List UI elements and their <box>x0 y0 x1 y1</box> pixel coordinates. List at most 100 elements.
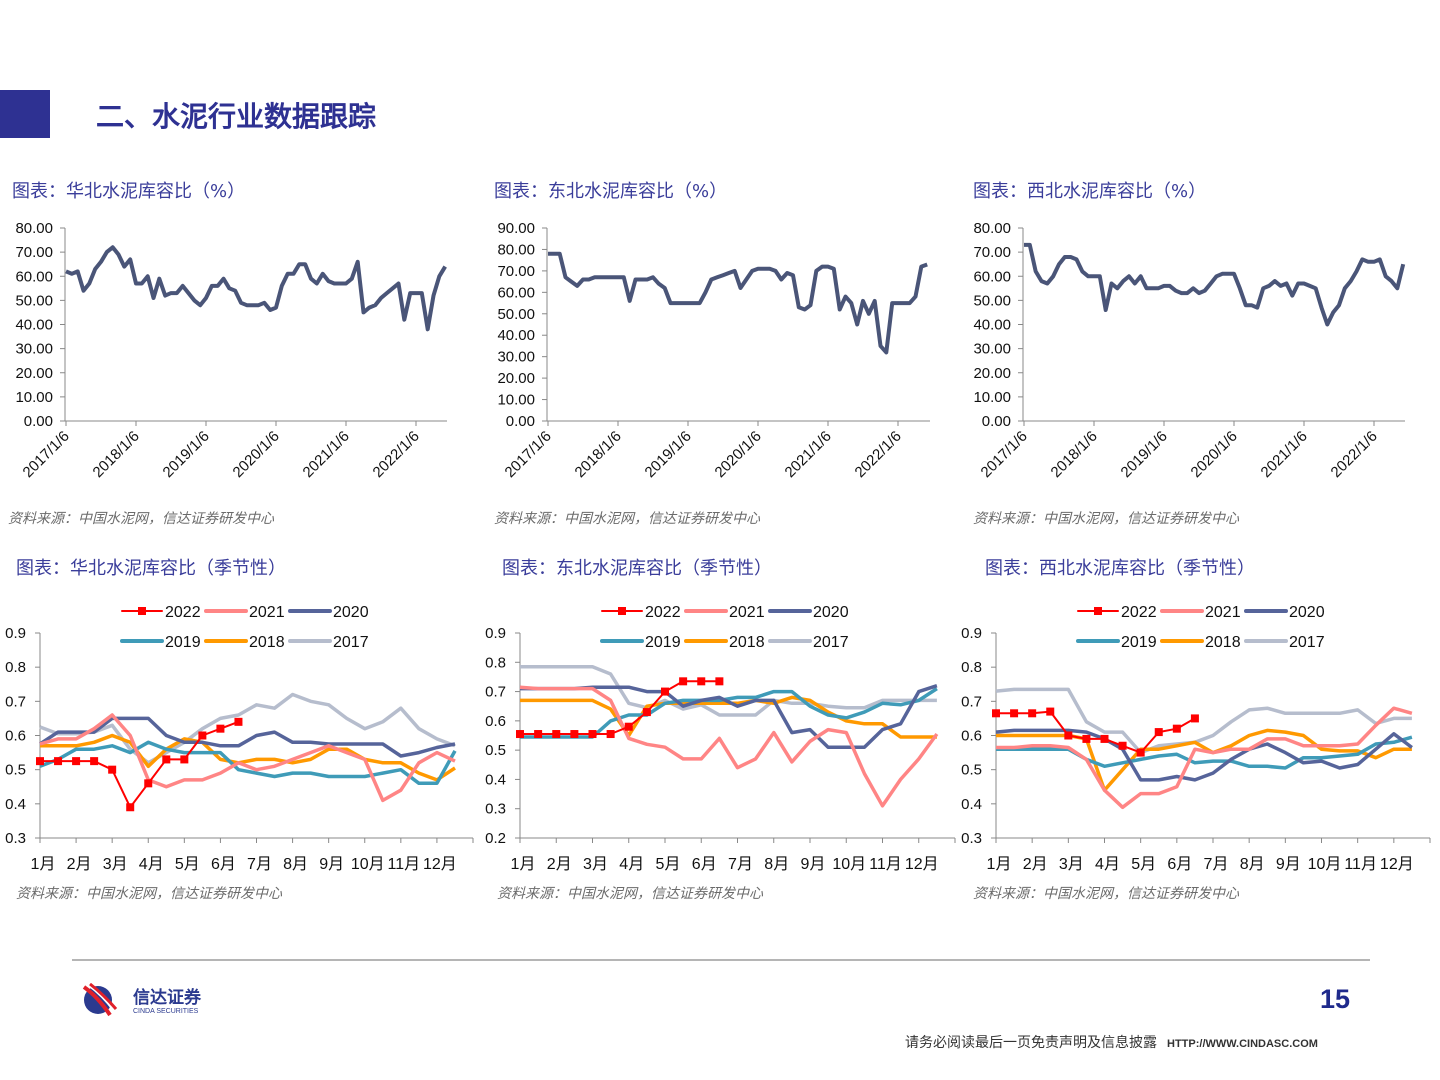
x-tick-label: 8月 <box>283 856 308 873</box>
y-tick-label: 0.8 <box>961 659 982 676</box>
legend-marker <box>138 607 146 615</box>
y-tick-label: 0.2 <box>485 830 506 847</box>
y-tick-label: 0.8 <box>485 654 506 671</box>
legend-label: 2020 <box>333 604 369 621</box>
chart-title-huabei-seasonal: 图表：华北水泥库容比（季节性） <box>16 558 286 579</box>
x-tick-label: 2月 <box>67 856 92 873</box>
series-line-2017 <box>39 692 456 765</box>
cinda-logo-icon: 信达证券 CINDA SECURITIES <box>82 982 202 1017</box>
legend-label: 2021 <box>249 604 285 621</box>
y-tick-label: 0.00 <box>24 413 53 430</box>
x-tick-label: 2月 <box>1023 856 1048 873</box>
disclaimer-text: 请务必阅读最后一页免责声明及信息披露 <box>905 1035 1157 1051</box>
page-number: 15 <box>1320 984 1351 1014</box>
chart-title-dongbei: 图表：东北水泥库容比（%） <box>494 181 728 202</box>
y-tick-label: 60.00 <box>15 268 53 285</box>
series-line-2017 <box>520 664 937 717</box>
legend-label: 2021 <box>729 604 765 621</box>
y-tick-label: 60.00 <box>497 284 535 301</box>
x-tick-label: 7月 <box>1204 856 1229 873</box>
data-point-2022 <box>198 731 207 740</box>
x-tick-label: 4月 <box>619 856 644 873</box>
y-tick-label: 50.00 <box>973 292 1011 309</box>
legend-marker <box>618 607 626 615</box>
y-tick-label: 90.00 <box>497 220 535 237</box>
y-tick-label: 40.00 <box>15 317 53 334</box>
y-tick-label: 0.9 <box>485 625 506 642</box>
y-tick-label: 0.9 <box>961 625 982 642</box>
x-tick-label: 10月 <box>832 856 866 873</box>
x-tick-label: 10月 <box>1308 856 1342 873</box>
x-tick-label: 3月 <box>583 856 608 873</box>
website-link[interactable]: HTTP://WWW.CINDASC.COM <box>1167 1038 1318 1050</box>
data-point-2022 <box>1136 748 1145 757</box>
y-tick-label: 0.5 <box>5 762 26 779</box>
data-point-2022 <box>180 755 189 764</box>
y-tick-label: 0.3 <box>961 830 982 847</box>
y-tick-label: 70.00 <box>973 244 1011 261</box>
source-note: 资料来源：中国水泥网，信达证券研发中心 <box>973 511 1239 527</box>
y-tick-label: 0.5 <box>961 762 982 779</box>
y-tick-label: 20.00 <box>15 365 53 382</box>
legend-label: 2018 <box>249 634 285 651</box>
legend-label: 2018 <box>729 634 765 651</box>
x-tick-label: 9月 <box>1276 856 1301 873</box>
y-tick-label: 30.00 <box>15 341 53 358</box>
legend-label: 2022 <box>645 604 681 621</box>
x-tick-label: 3月 <box>103 856 128 873</box>
y-tick-label: 50.00 <box>15 292 53 309</box>
x-tick-label: 6月 <box>692 856 717 873</box>
chart-5: 0.3 0.4 0.5 0.6 0.7 0.8 0.9 1月 2月 3月 4月 5月 6月 7月 8月 9月 1… <box>961 604 1431 873</box>
x-tick-label: 6月 <box>1167 856 1192 873</box>
series-line-2021 <box>519 685 939 808</box>
x-tick-label: 2018/1/6 <box>1048 428 1101 481</box>
x-tick-label: 2020/1/6 <box>230 428 283 481</box>
x-tick-label: 6月 <box>211 856 236 873</box>
legend-label: 2020 <box>1289 604 1325 621</box>
data-point-2022 <box>1028 709 1037 718</box>
x-tick-label: 11月 <box>1344 856 1377 873</box>
data-point-2022 <box>624 722 633 731</box>
x-tick-label: 2017/1/6 <box>502 428 555 481</box>
y-tick-label: 0.7 <box>961 693 982 710</box>
legend-label: 2022 <box>1121 604 1157 621</box>
x-tick-label: 12月 <box>905 856 939 873</box>
y-tick-label: 0.6 <box>485 713 506 730</box>
data-point-2022 <box>234 717 243 726</box>
data-point-2022 <box>642 708 651 717</box>
series-line-2021 <box>996 706 1413 810</box>
chart-0: 0.00 10.00 20.00 30.00 40.00 50.00 60.00 70.00 8… <box>15 220 447 481</box>
data-point-2022 <box>216 724 225 733</box>
x-tick-label: 2019/1/6 <box>160 428 213 481</box>
y-tick-label: 0.3 <box>485 801 506 818</box>
chart-title-xibei-seasonal: 图表：西北水泥库容比（季节性） <box>985 558 1255 579</box>
y-tick-label: 80.00 <box>497 241 535 258</box>
y-tick-label: 20.00 <box>497 370 535 387</box>
x-tick-label: 2019/1/6 <box>642 428 695 481</box>
x-tick-label: 4月 <box>1095 856 1120 873</box>
legend-label: 2019 <box>1121 634 1157 651</box>
data-point-2022 <box>661 687 669 696</box>
series-line-2021 <box>39 713 456 803</box>
data-point-2022 <box>72 757 81 766</box>
x-tick-label: 7月 <box>728 856 753 873</box>
page-title: 二、水泥行业数据跟踪 <box>96 100 377 133</box>
chart-1: 0.00 10.00 20.00 30.00 40.00 50.00 60.00 70.00 8… <box>497 220 930 481</box>
data-point-2022 <box>1154 728 1163 737</box>
series-line <box>65 245 447 332</box>
chart-3: 0.3 0.4 0.5 0.6 0.7 0.8 0.9 1月 2月 3月 4月 5月 6月 7月 8月 9月 1… <box>5 604 474 873</box>
y-tick-label: 10.00 <box>15 389 53 406</box>
data-point-2022 <box>679 677 688 686</box>
x-tick-label: 8月 <box>764 856 789 873</box>
chart-title-huabei: 图表：华北水泥库容比（%） <box>12 181 246 202</box>
logo-text: 信达证券 <box>133 987 202 1007</box>
x-tick-label: 5月 <box>1131 856 1156 873</box>
data-point-2022 <box>90 757 99 766</box>
y-tick-label: 20.00 <box>973 365 1011 382</box>
disclaimer: 请务必阅读最后一页免责声明及信息披露 HTTP://WWW.CINDASC.COM <box>905 1032 1318 1052</box>
y-tick-label: 0.4 <box>961 796 982 813</box>
data-point-2022 <box>1010 709 1019 718</box>
data-point-2022 <box>697 677 706 686</box>
x-tick-label: 2021/1/6 <box>300 428 353 481</box>
x-tick-label: 2月 <box>547 856 572 873</box>
